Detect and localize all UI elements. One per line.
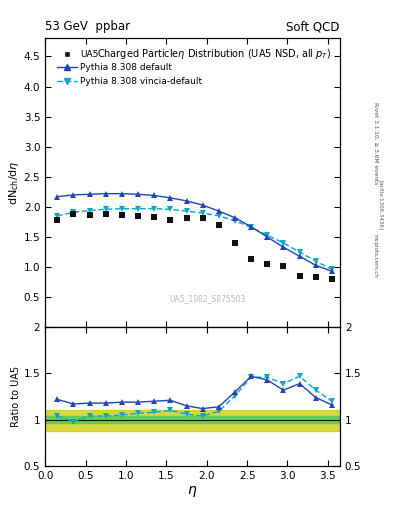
- Text: Charged Particle$\eta$ Distribution (UA5 NSD, all $p_T$): Charged Particle$\eta$ Distribution (UA5…: [97, 47, 331, 61]
- Text: Rivet 3.1.10, ≥ 3.6M events: Rivet 3.1.10, ≥ 3.6M events: [373, 102, 378, 184]
- Bar: [45, 416, 340, 423]
- Text: UA5_1982_S875503: UA5_1982_S875503: [169, 294, 246, 303]
- X-axis label: $\eta$: $\eta$: [187, 483, 198, 499]
- Text: Soft QCD: Soft QCD: [286, 20, 340, 33]
- Text: 53 GeV  ppbar: 53 GeV ppbar: [45, 20, 130, 33]
- Bar: [45, 411, 340, 431]
- Y-axis label: Ratio to UA5: Ratio to UA5: [11, 366, 21, 427]
- Text: [arXiv:1306.3436]: [arXiv:1306.3436]: [378, 180, 383, 230]
- Y-axis label: dN$_{\mathsf{ch}}$/d$\eta$: dN$_{\mathsf{ch}}$/d$\eta$: [7, 161, 21, 205]
- Legend: UA5, Pythia 8.308 default, Pythia 8.308 vincia-default: UA5, Pythia 8.308 default, Pythia 8.308 …: [54, 47, 205, 89]
- Text: mcplots.cern.ch: mcplots.cern.ch: [373, 234, 378, 278]
